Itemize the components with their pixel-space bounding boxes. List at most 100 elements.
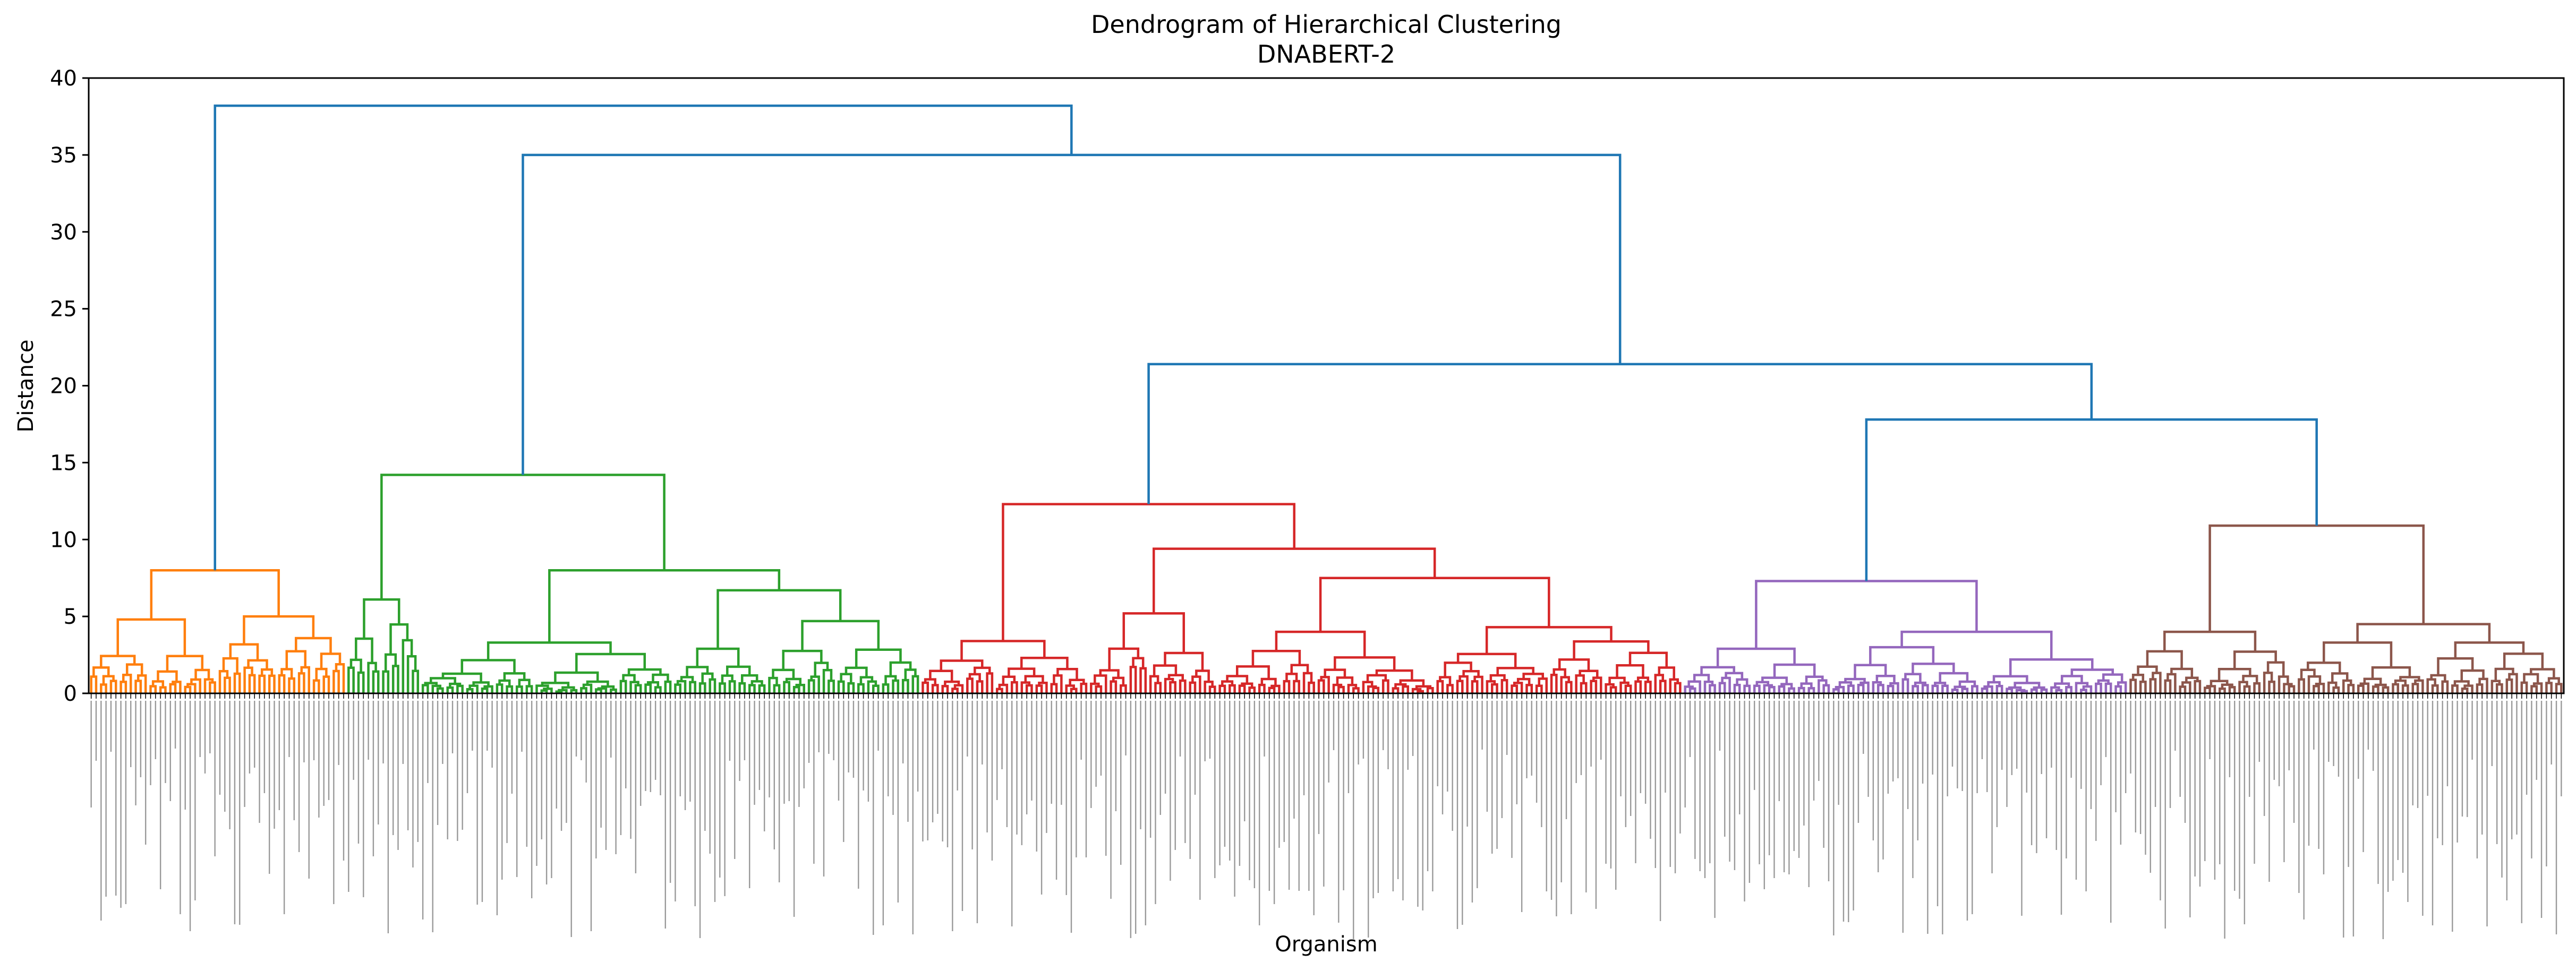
dendrogram-link bbox=[728, 680, 736, 693]
dendrogram-link bbox=[966, 677, 974, 693]
dendrogram-link bbox=[1522, 673, 1544, 680]
dendrogram-link bbox=[1658, 666, 1675, 680]
dendrogram-link bbox=[1094, 674, 1107, 693]
y-tick-label: 5 bbox=[64, 605, 77, 629]
dendrogram-link bbox=[2149, 678, 2157, 693]
dendrogram-link bbox=[1415, 685, 1431, 690]
dendrogram-link bbox=[1875, 675, 1896, 684]
dendrogram-link bbox=[773, 684, 781, 693]
dendrogram-link bbox=[1805, 675, 1824, 684]
dendrogram-link bbox=[2463, 684, 2473, 693]
dendrogram-link bbox=[2060, 675, 2083, 684]
dendrogram-link bbox=[1367, 685, 1377, 693]
dendrogram-link bbox=[2253, 682, 2261, 693]
dendrogram-link bbox=[2342, 679, 2352, 693]
y-tick-label: 10 bbox=[50, 528, 77, 552]
dendrogram-link bbox=[701, 672, 714, 684]
dendrogram-link bbox=[483, 685, 493, 693]
dendrogram-link bbox=[125, 663, 143, 676]
dendrogram-link bbox=[2547, 677, 2560, 684]
dendrogram-link bbox=[1513, 682, 1523, 693]
dendrogram-link bbox=[224, 676, 231, 693]
dendrogram-link bbox=[1462, 669, 1480, 677]
dendrogram-link bbox=[1659, 680, 1667, 693]
dendrogram-link bbox=[2117, 681, 2127, 693]
dendrogram-link bbox=[288, 677, 296, 693]
dendrogram-link bbox=[2266, 661, 2285, 677]
dendrogram-link bbox=[1119, 684, 1127, 693]
dendrogram-link bbox=[1095, 685, 1103, 693]
dendrogram-link bbox=[1636, 676, 1650, 682]
dendrogram-link bbox=[1854, 664, 1887, 680]
dendrogram-link bbox=[1725, 672, 1744, 680]
dendrogram-link bbox=[1444, 661, 1472, 677]
dendrogram-link bbox=[1153, 547, 1436, 614]
chart-subtitle: DNABERT-2 bbox=[1257, 40, 1395, 68]
dendrogram-link bbox=[654, 686, 662, 693]
dendrogram-link bbox=[233, 672, 241, 693]
dendrogram-link bbox=[738, 682, 746, 693]
dendrogram-link bbox=[1179, 679, 1187, 693]
dendrogram-link bbox=[90, 675, 98, 693]
dendrogram-link bbox=[1912, 663, 1955, 674]
dendrogram-link bbox=[186, 683, 197, 693]
dendrogram-link bbox=[2233, 650, 2277, 669]
dendrogram-link bbox=[1703, 680, 1714, 693]
dendrogram-link bbox=[278, 674, 286, 693]
dendrogram-link bbox=[783, 681, 791, 693]
dendrogram-link bbox=[1490, 683, 1498, 693]
dendrogram-link bbox=[944, 680, 960, 686]
dendrogram-link bbox=[1226, 675, 1249, 684]
dendrogram-link bbox=[1241, 682, 1253, 688]
chart-title: Dendrogram of Hierarchical Clustering bbox=[1091, 10, 1562, 39]
y-tick-label: 40 bbox=[50, 66, 77, 91]
dendrogram-link bbox=[892, 679, 900, 693]
dendrogram-link bbox=[2009, 658, 2094, 676]
dendrogram-link bbox=[792, 686, 800, 693]
dendrogram-link bbox=[586, 680, 609, 687]
dendrogram-link bbox=[1674, 682, 1682, 693]
dendrogram-link bbox=[2437, 657, 2474, 675]
dendrogram-link bbox=[2478, 677, 2488, 693]
dendrogram-link bbox=[1238, 684, 1246, 693]
dendrogram-link bbox=[855, 648, 902, 668]
dendrogram-link bbox=[122, 674, 132, 693]
dendrogram-link bbox=[2075, 682, 2089, 693]
dendrogram-link bbox=[166, 655, 204, 672]
dendrogram-link bbox=[2054, 682, 2070, 688]
dendrogram-link bbox=[2030, 688, 2038, 693]
dendrogram-link bbox=[1693, 674, 1710, 682]
dendrogram-link bbox=[837, 680, 845, 693]
dendrogram-link bbox=[768, 676, 778, 693]
dendrogram-link bbox=[840, 673, 852, 684]
dendrogram-link bbox=[2532, 682, 2543, 693]
dendrogram-link bbox=[748, 684, 756, 693]
dendrogram-link bbox=[540, 689, 548, 693]
dendrogram-link bbox=[300, 666, 310, 693]
dendrogram-link bbox=[2430, 674, 2446, 682]
dendrogram-link bbox=[1934, 682, 1947, 686]
dendrogram-link bbox=[218, 670, 229, 693]
dendrogram-link bbox=[2015, 689, 2026, 693]
dendrogram-link bbox=[2394, 679, 2407, 686]
dendrogram-link bbox=[1167, 674, 1184, 681]
dendrogram-link bbox=[597, 687, 608, 693]
dendrogram-link bbox=[1439, 676, 1452, 685]
dendrogram-link bbox=[2453, 680, 2470, 686]
dendrogram-link bbox=[2228, 686, 2236, 693]
dendrogram-link bbox=[2210, 680, 2229, 686]
dendrogram-link bbox=[1987, 681, 2001, 687]
dendrogram-link bbox=[1352, 687, 1360, 693]
dendrogram-link bbox=[2414, 679, 2424, 693]
dendrogram-link bbox=[998, 683, 1009, 693]
dendrogram-link bbox=[506, 685, 514, 693]
dendrogram-link bbox=[1718, 682, 1726, 693]
dendrogram-link bbox=[1961, 688, 1969, 693]
dendrogram-link bbox=[1688, 687, 1696, 693]
dendrogram-link bbox=[2332, 686, 2340, 693]
dendrogram-link bbox=[1332, 683, 1343, 693]
dendrogram-link bbox=[2460, 669, 2485, 682]
dendrogram-link bbox=[2139, 680, 2147, 693]
dendrogram-link bbox=[634, 684, 642, 693]
